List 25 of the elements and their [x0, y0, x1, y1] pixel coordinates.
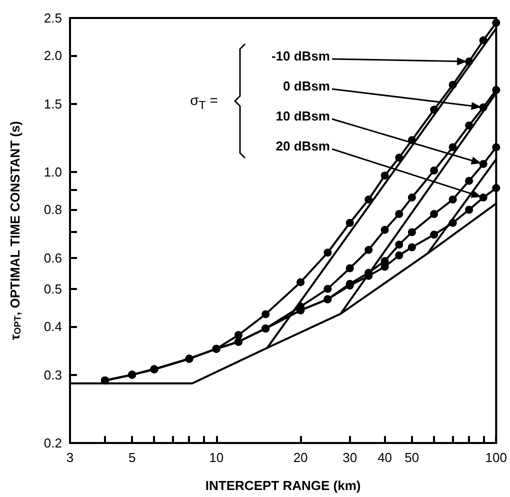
y-tick-label: 0.3	[44, 367, 62, 382]
x-tick-label: 20	[293, 450, 308, 465]
text: 20 dBsm	[276, 138, 330, 154]
x-tick-label: 100	[485, 450, 508, 465]
y-tick-label: 0.5	[44, 281, 62, 296]
x-tick-label: 10	[209, 450, 224, 465]
x-tick-label: 30	[342, 450, 358, 465]
x-tick-label: 40	[378, 450, 392, 465]
x-tick-label: 50	[404, 450, 420, 465]
y-tick-label: 0.6	[44, 250, 62, 266]
legend-title: σ$_{T}$ =	[190, 91, 218, 114]
y-tick-label: 0.8	[44, 202, 62, 218]
x-tick-label: 3	[66, 450, 74, 465]
x-axis-title: INTERCEPT RANGE (km)	[205, 478, 361, 493]
text: 0 dBsm	[283, 78, 330, 94]
y-tick-label: 1.0	[44, 164, 62, 180]
text: -10 dBsm	[271, 48, 330, 64]
x-tick-label: 5	[128, 450, 136, 465]
y-tick-label: 2.0	[44, 48, 62, 64]
text: 10 dBsm	[276, 108, 330, 124]
y-tick-label: 1.5	[44, 96, 62, 112]
y-axis-title: τOPT, OPTIMAL TIME CONSTANT (s)	[7, 120, 22, 340]
y-tick-label: 0.4	[44, 318, 62, 334]
y-tick-label: 0.2	[44, 436, 62, 450]
y-tick-label: 2.5	[44, 10, 62, 26]
